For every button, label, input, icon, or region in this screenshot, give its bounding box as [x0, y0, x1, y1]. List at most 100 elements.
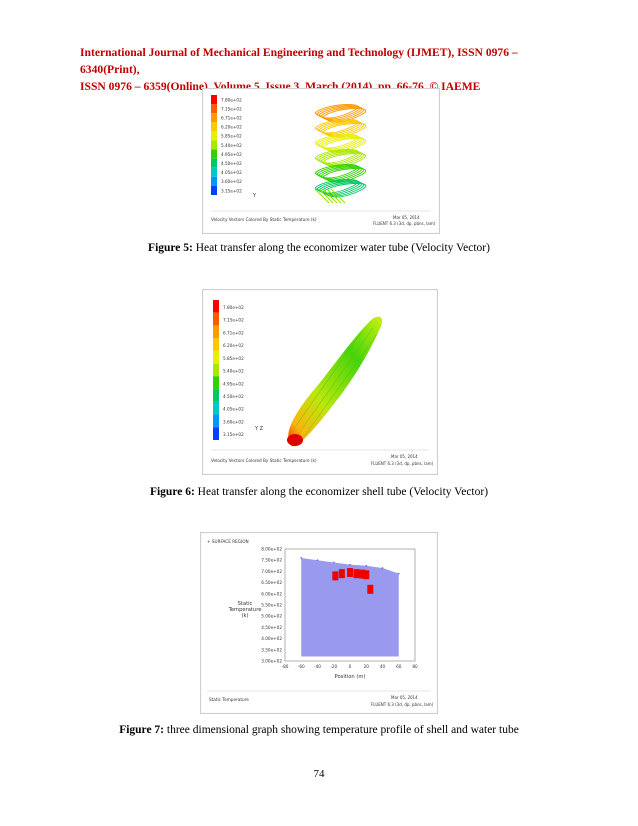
colorbar-swatch: [211, 158, 217, 168]
figure-5-footer-date: Mar 05, 2014: [393, 215, 420, 220]
colorbar-label: 6.20e+02: [221, 125, 242, 130]
colorbar-swatch: [211, 122, 217, 132]
colorbar-label: 5.85e+02: [223, 356, 244, 361]
figure-7-tube-series: [332, 568, 374, 594]
coil-vector-line: [320, 122, 365, 137]
colorbar-swatch: [213, 350, 219, 364]
colorbar-label: 4.95e+02: [221, 152, 242, 157]
colorbar-label: 7.15e+02: [223, 318, 244, 323]
colorbar-label: 5.85e+02: [221, 134, 242, 139]
colorbar-swatch: [211, 176, 217, 186]
tube-series-point: [347, 568, 353, 577]
figure-7-footer-date: Mar 05, 2014: [391, 695, 418, 700]
colorbar-swatch: [213, 414, 219, 428]
figure-7-shell-series: [300, 557, 400, 657]
figure-5-caption: Figure 5: Heat transfer along the econom…: [0, 242, 638, 254]
coil-outlet-line: [322, 188, 338, 204]
figure-7-plot-area: [284, 548, 416, 662]
coil-vector-line: [318, 151, 363, 166]
colorbar-label: 7.15e+02: [221, 106, 242, 111]
colorbar-swatch: [211, 149, 217, 159]
colorbar-swatch: [213, 312, 219, 326]
x-tick-label: -80: [282, 664, 289, 669]
figure-7-caption-text: three dimensional graph showing temperat…: [164, 724, 519, 736]
x-tick-label: 20: [364, 664, 370, 669]
shell-series-area: [301, 557, 399, 657]
colorbar-label: 5.40e+02: [221, 143, 242, 148]
figure-7-y-ticks: 8.00e+02 7.50e+02 7.00e+02 6.50e+02 6.00e+02…: [261, 547, 282, 664]
figure-5-caption-label: Figure 5:: [148, 242, 193, 254]
tube-series-point: [367, 584, 374, 594]
y-tick-label: 8.00e+02: [261, 547, 282, 552]
shell-series-point: [332, 561, 335, 564]
colorbar-label: 3.60e+02: [223, 419, 244, 424]
figure-7-chart: + SURFACE REGION 8.00e+02 7.50e+02 7.00e+0…: [207, 539, 434, 707]
colorbar-label: 4.50e+02: [223, 394, 244, 399]
colorbar-swatch: [213, 300, 219, 313]
x-tick-label: -20: [330, 664, 337, 669]
figure-6-render: 7.80e+02 7.15e+02 6.71e+02 6.20e+02 5.85e+02…: [211, 300, 434, 466]
colorbar-label: 5.40e+02: [223, 369, 244, 374]
colorbar-swatch: [213, 401, 219, 415]
figure-6-image: 7.80e+02 7.15e+02 6.71e+02 6.20e+02 5.85e+02…: [202, 289, 438, 475]
shell-series-point: [316, 559, 319, 562]
coil-vector-line: [322, 183, 367, 198]
page-number: 74: [313, 768, 325, 780]
figure-5-coil-vectors: [314, 104, 367, 204]
colorbar-label: 3.15e+02: [221, 188, 242, 193]
colorbar-label: 3.15e+02: [223, 432, 244, 437]
figure-7-footer-left: Static Temperature: [209, 697, 249, 702]
axis-triad: Y Z: [254, 426, 264, 432]
coil-vector-line: [318, 181, 363, 196]
figure-6-footer-date: Mar 05, 2014: [391, 454, 418, 459]
journal-header-line-1: International Journal of Mechanical Engi…: [80, 46, 518, 76]
colorbar-swatch: [213, 363, 219, 377]
colorbar-label: 7.80e+02: [221, 97, 242, 102]
coil-vector-line: [318, 106, 363, 121]
figure-5-caption-text: Heat transfer along the economizer water…: [192, 242, 490, 254]
figure-7-x-ticks: -80 -60 -40 -20 0 20 40 60 80: [282, 664, 418, 669]
figure-7-image: + SURFACE REGION 8.00e+02 7.50e+02 7.00e+0…: [200, 532, 438, 714]
x-tick-label: 80: [412, 664, 418, 669]
y-tick-label: 7.50e+02: [261, 558, 282, 563]
coil-vector-line: [320, 152, 365, 167]
colorbar-swatch: [211, 167, 217, 177]
figure-5-footer-left: Velocity Vectors Colored By Static Tempe…: [211, 217, 317, 222]
coil-outlet-line: [314, 188, 330, 204]
x-tick-label: 60: [396, 664, 402, 669]
figure-6-footer-solver: FLUENT 6.3 (3d, dp, pbns, lam): [371, 461, 434, 466]
figure-6-caption-label: Figure 6:: [149, 486, 195, 498]
y-tick-label: 6.50e+02: [261, 580, 282, 585]
y-tick-label: 4.50e+02: [261, 625, 282, 630]
colorbar-swatch: [211, 95, 217, 105]
tube-series-point: [359, 569, 366, 579]
tube-series-point: [353, 569, 360, 579]
colorbar-label: 4.05e+02: [223, 407, 244, 412]
figure-6-colorbar: 7.80e+02 7.15e+02 6.71e+02 6.20e+02 5.85e+02…: [213, 300, 244, 440]
colorbar-label: 3.60e+02: [221, 179, 242, 184]
y-tick-label: 4.00e+02: [261, 636, 282, 641]
coil-vector-line: [318, 166, 363, 181]
figure-7-legend-tag: + SURFACE REGION: [207, 539, 249, 544]
coil-vector-line: [320, 107, 365, 122]
shell-series-point: [365, 564, 368, 567]
colorbar-label: 7.80e+02: [223, 305, 244, 310]
shell-series-point: [349, 563, 351, 566]
coil-vector-line: [318, 121, 363, 136]
y-tick-label: 5.00e+02: [261, 614, 282, 619]
colorbar-swatch: [211, 113, 217, 123]
colorbar-label: 6.71e+02: [223, 330, 244, 335]
shell-series-point: [300, 557, 303, 559]
figure-7-caption: Figure 7: three dimensional graph showin…: [0, 724, 638, 736]
colorbar-swatch: [211, 104, 217, 114]
x-tick-label: 40: [380, 664, 386, 669]
y-tick-label: 3.50e+02: [261, 647, 282, 652]
figure-5-image: 7.80e+02 7.15e+02 6.71e+02 6.20e+02 5.85e+02…: [202, 88, 440, 234]
colorbar-label: 4.95e+02: [223, 381, 244, 386]
coil-outlet-line: [326, 188, 342, 204]
x-tick-label: -40: [314, 664, 321, 669]
figure-7-caption-label: Figure 7:: [119, 724, 165, 736]
figure-7-y-label: Static Temperature (k): [228, 601, 262, 619]
colorbar-label: 6.20e+02: [223, 343, 244, 348]
shell-series-point: [397, 572, 400, 575]
